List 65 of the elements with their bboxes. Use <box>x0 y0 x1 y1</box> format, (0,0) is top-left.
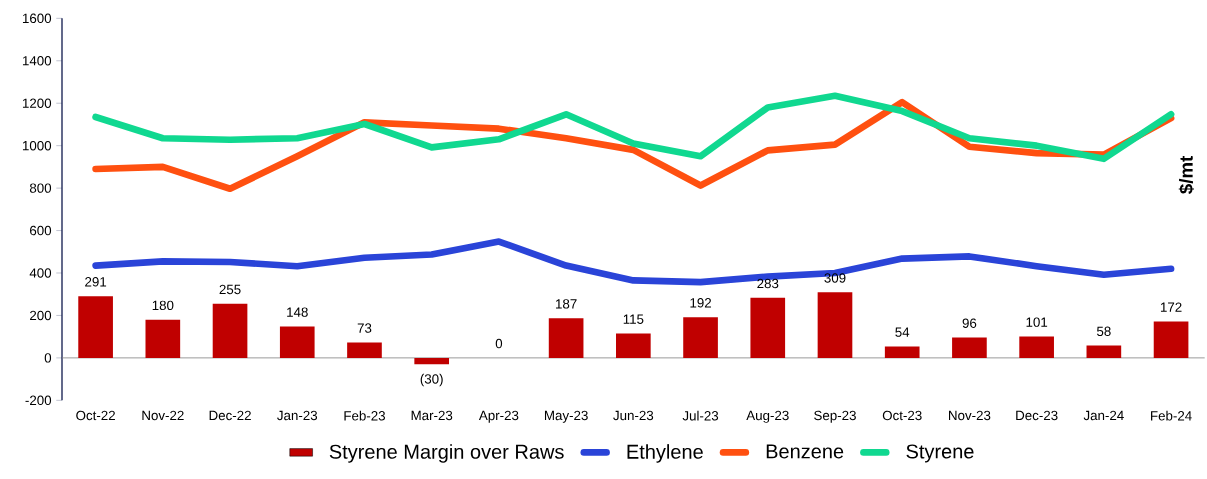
y-tick-label: -200 <box>25 395 52 406</box>
data-label: 180 <box>152 300 174 311</box>
bar <box>817 292 853 358</box>
y-tick-label: 800 <box>29 183 52 193</box>
x-tick-label: Apr-23 <box>478 410 519 423</box>
y-tick-label: 1400 <box>22 56 52 66</box>
x-tick-label: Jun-23 <box>613 410 654 421</box>
bar <box>548 318 584 358</box>
data-label: 192 <box>690 298 712 308</box>
bar <box>78 296 113 358</box>
legend-label: Benzene <box>766 444 844 459</box>
y-axis-title: $/mt <box>1178 156 1194 194</box>
y-tick-label: 1000 <box>22 140 52 151</box>
x-tick-label: Oct-22 <box>76 410 115 421</box>
bar <box>279 326 315 358</box>
x-tick-label: Nov-23 <box>949 410 991 421</box>
bar <box>145 319 181 358</box>
bar <box>1019 336 1054 358</box>
data-label: 96 <box>962 318 977 328</box>
bar <box>750 297 786 358</box>
bar <box>1086 345 1122 358</box>
legend-label: Styrene Margin over Raws <box>329 444 564 463</box>
x-tick-label: Oct-23 <box>882 410 922 421</box>
data-label: 187 <box>556 299 577 309</box>
x-tick-label: Feb-23 <box>344 410 386 421</box>
data-label: (30) <box>420 373 443 387</box>
data-label: 73 <box>357 323 372 333</box>
data-label: 58 <box>1096 326 1111 336</box>
data-label: 0 <box>495 338 503 349</box>
bar <box>414 357 450 365</box>
data-label: 309 <box>824 273 846 283</box>
data-label: 54 <box>895 327 910 337</box>
data-label: 148 <box>287 307 308 317</box>
x-tick-label: Dec-22 <box>209 410 251 421</box>
x-tick-label: Jul-23 <box>682 410 719 421</box>
data-label: 172 <box>1160 302 1182 312</box>
data-label: 101 <box>1026 317 1048 327</box>
x-tick-label: Jan-23 <box>277 410 318 421</box>
bar <box>683 317 718 358</box>
y-tick-label: 400 <box>29 268 52 278</box>
x-tick-label: Jan-24 <box>1083 410 1124 421</box>
y-tick-label: 1200 <box>22 98 52 108</box>
y-tick-label: 1600 <box>22 13 52 24</box>
bar <box>952 337 987 358</box>
legend-label: Ethylene <box>627 444 703 463</box>
y-tick-label: 600 <box>30 225 52 236</box>
x-tick-label: Dec-23 <box>1016 410 1058 421</box>
x-tick-label: May-23 <box>544 410 588 423</box>
bar <box>884 346 920 358</box>
bar <box>212 303 248 358</box>
data-label: 283 <box>757 278 779 289</box>
x-tick-label: Mar-23 <box>411 410 453 421</box>
y-tick-label: 0 <box>44 353 52 363</box>
y-tick-label: 200 <box>30 310 52 321</box>
x-tick-label: Feb-24 <box>1151 410 1192 421</box>
legend-label: Styrene <box>906 444 974 463</box>
bar <box>347 342 382 358</box>
data-label: 115 <box>623 314 644 324</box>
bar <box>1153 321 1189 358</box>
x-tick-label: Sep-23 <box>814 410 856 423</box>
data-label: 291 <box>85 277 107 287</box>
x-tick-label: Nov-22 <box>142 410 184 421</box>
data-label: 255 <box>219 284 241 295</box>
x-tick-label: Aug-23 <box>746 410 789 423</box>
bar <box>616 333 651 358</box>
